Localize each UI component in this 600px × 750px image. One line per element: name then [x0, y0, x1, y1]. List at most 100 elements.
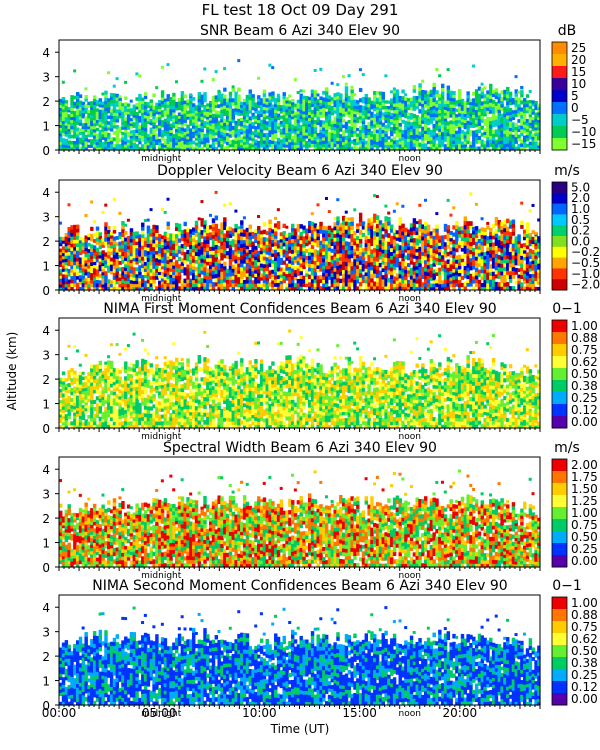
- heatmap-cell: [107, 101, 111, 105]
- heatmap-cell: [302, 101, 306, 106]
- heatmap-cell: [155, 102, 159, 107]
- heatmap-cell: [109, 118, 114, 123]
- heatmap-cell: [313, 123, 318, 128]
- heatmap-cell: [160, 103, 165, 108]
- heatmap-cell: [206, 103, 210, 107]
- heatmap-cell: [194, 127, 199, 131]
- heatmap-cell: [126, 147, 131, 151]
- heatmap-cell: [149, 135, 153, 140]
- heatmap-cell: [225, 115, 230, 120]
- heatmap-cell: [254, 147, 258, 151]
- heatmap-cell: [214, 140, 219, 145]
- heatmap-cell: [206, 131, 210, 136]
- heatmap-cell: [262, 222, 267, 227]
- heatmap-cell: [149, 130, 153, 134]
- heatmap-cell: [276, 107, 281, 112]
- heatmap-cell: [262, 133, 267, 138]
- heatmap-cell: [183, 221, 187, 227]
- heatmap-cell: [324, 111, 329, 116]
- heatmap-cell: [194, 122, 199, 126]
- heatmap-cell: [265, 147, 269, 151]
- heatmap-cell: [135, 106, 139, 110]
- heatmap-cell: [274, 123, 278, 128]
- heatmap-cell: [296, 99, 301, 104]
- heatmap-cell: [152, 118, 156, 123]
- heatmap-cell: [70, 146, 74, 151]
- heatmap-cell: [208, 130, 213, 135]
- heatmap-cell: [248, 106, 252, 111]
- heatmap-cell: [285, 123, 289, 128]
- heatmap-cell: [90, 125, 94, 129]
- colorbar-swatch: [552, 54, 567, 67]
- heatmap-cell: [132, 137, 136, 141]
- heatmap-cell: [112, 102, 117, 107]
- heatmap-cell: [95, 138, 100, 143]
- heatmap-cell: [288, 125, 292, 129]
- heatmap-cell: [107, 147, 111, 151]
- heatmap-cell: [259, 107, 264, 112]
- heatmap-cell: [172, 143, 176, 148]
- heatmap-cell: [223, 118, 227, 123]
- heatmap-cell: [59, 107, 63, 111]
- heatmap-cell: [109, 121, 114, 126]
- heatmap-cell: [109, 124, 114, 129]
- heatmap-cell: [200, 128, 204, 133]
- heatmap-cell: [305, 126, 309, 130]
- heatmap-cell: [206, 142, 210, 146]
- heatmap-cell: [339, 146, 343, 151]
- heatmap-cell: [248, 109, 252, 114]
- heatmap-cell: [231, 132, 236, 137]
- heatmap-cell: [92, 140, 97, 145]
- heatmap-cell: [132, 122, 136, 126]
- heatmap-cell: [313, 110, 318, 114]
- heatmap-cell: [293, 144, 298, 148]
- heatmap-cell: [90, 114, 94, 119]
- heatmap-speck: [155, 86, 159, 90]
- heatmap-cell: [115, 131, 120, 135]
- heatmap-cell: [191, 118, 196, 123]
- heatmap-cell: [126, 131, 131, 136]
- heatmap-cell: [494, 88, 499, 93]
- heatmap-cell: [180, 91, 185, 95]
- heatmap-cell: [276, 104, 281, 109]
- heatmap-cell: [336, 124, 340, 129]
- heatmap-cell: [61, 132, 66, 136]
- heatmap-cell: [237, 87, 241, 92]
- heatmap-cell: [237, 108, 241, 113]
- heatmap-cell: [341, 99, 346, 103]
- heatmap-cell: [240, 128, 244, 132]
- heatmap-cell: [92, 146, 97, 151]
- heatmap-speck: [90, 200, 94, 204]
- heatmap-cell: [231, 129, 236, 134]
- heatmap-cell: [141, 117, 145, 122]
- heatmap-cell: [206, 124, 210, 128]
- heatmap-cell: [67, 109, 71, 113]
- heatmap-cell: [166, 107, 170, 112]
- heatmap-cell: [240, 139, 244, 143]
- heatmap-cell: [274, 132, 278, 137]
- heatmap-cell: [324, 97, 329, 102]
- heatmap-cell: [146, 104, 151, 109]
- heatmap-cell: [316, 113, 320, 117]
- heatmap-cell: [271, 127, 275, 132]
- heatmap-speck: [350, 85, 354, 89]
- heatmap-cell: [339, 93, 343, 98]
- heatmap-cell: [166, 94, 170, 99]
- heatmap-speck: [234, 209, 238, 213]
- heatmap-cell: [84, 98, 88, 102]
- heatmap-cell: [254, 126, 258, 130]
- heatmap-cell: [95, 113, 100, 118]
- heatmap-cell: [129, 113, 134, 117]
- heatmap-cell: [177, 147, 182, 151]
- heatmap-cell: [135, 144, 139, 148]
- heatmap-cell: [104, 130, 108, 135]
- heatmap-cell: [73, 122, 77, 127]
- heatmap-speck: [426, 91, 430, 95]
- heatmap-cell: [225, 127, 230, 131]
- heatmap-cell: [81, 141, 86, 146]
- heatmap-cell: [109, 102, 114, 107]
- heatmap-cell: [186, 135, 190, 140]
- heatmap-cell: [172, 121, 176, 126]
- heatmap-cell: [248, 89, 252, 94]
- heatmap-cell: [265, 124, 269, 128]
